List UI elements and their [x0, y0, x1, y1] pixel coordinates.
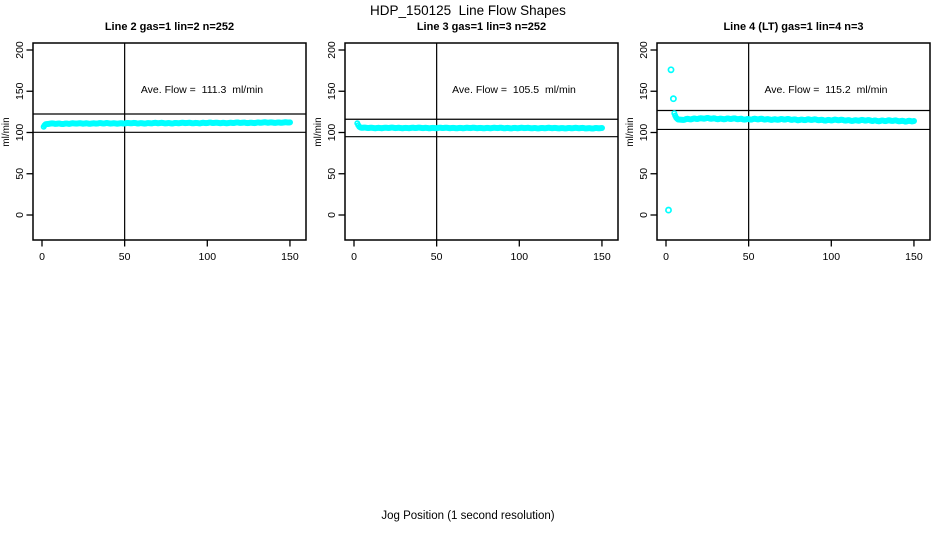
svg-text:150: 150: [14, 82, 26, 100]
svg-text:50: 50: [119, 251, 131, 263]
panel-2-ave-flow-label: Ave. Flow = 105.5 ml/min: [452, 84, 576, 96]
svg-text:200: 200: [638, 41, 650, 59]
panel-2-title: Line 3 gas=1 lin=3 n=252: [416, 21, 547, 33]
svg-text:0: 0: [638, 212, 650, 218]
svg-text:100: 100: [326, 124, 338, 142]
svg-text:150: 150: [593, 251, 611, 263]
svg-text:0: 0: [39, 251, 45, 263]
svg-text:0: 0: [14, 212, 26, 218]
main-title: HDP_150125 Line Flow Shapes: [370, 3, 566, 18]
panel-plot: 0 50 100 150 0 50 100 150 200: [638, 41, 931, 263]
svg-text:150: 150: [638, 82, 650, 100]
svg-text:0: 0: [326, 212, 338, 218]
scatter-points: [671, 110, 917, 125]
svg-text:100: 100: [199, 251, 217, 263]
svg-text:0: 0: [351, 251, 357, 263]
svg-text:100: 100: [14, 124, 26, 142]
svg-text:50: 50: [326, 168, 338, 180]
panel-3-ave-flow-label: Ave. Flow = 115.2 ml/min: [764, 84, 888, 96]
svg-text:200: 200: [326, 41, 338, 59]
svg-text:50: 50: [431, 251, 443, 263]
svg-text:100: 100: [823, 251, 841, 263]
x-axis-label: Jog Position (1 second resolution): [381, 510, 555, 522]
svg-text:50: 50: [743, 251, 755, 263]
scatter-points: [354, 120, 605, 132]
svg-text:200: 200: [14, 41, 26, 59]
svg-text:150: 150: [905, 251, 923, 263]
scatter-points: [40, 119, 293, 130]
panel-3-title: Line 4 (LT) gas=1 lin=4 n=3: [723, 21, 864, 33]
svg-text:150: 150: [281, 251, 299, 263]
svg-text:100: 100: [638, 124, 650, 142]
panel-1-title: Line 2 gas=1 lin=2 n=252: [104, 21, 235, 33]
svg-text:150: 150: [326, 82, 338, 100]
svg-text:100: 100: [511, 251, 529, 263]
panel-plot: 0 50 100 150 0 50 100 150 200: [326, 41, 619, 263]
svg-text:0: 0: [663, 251, 669, 263]
svg-text:50: 50: [638, 168, 650, 180]
panel-plot: 0 50 100 150 0 50 100 150 200: [14, 41, 307, 263]
svg-text:50: 50: [14, 168, 26, 180]
panel-1-ave-flow-label: Ave. Flow = 111.3 ml/min: [140, 84, 264, 96]
